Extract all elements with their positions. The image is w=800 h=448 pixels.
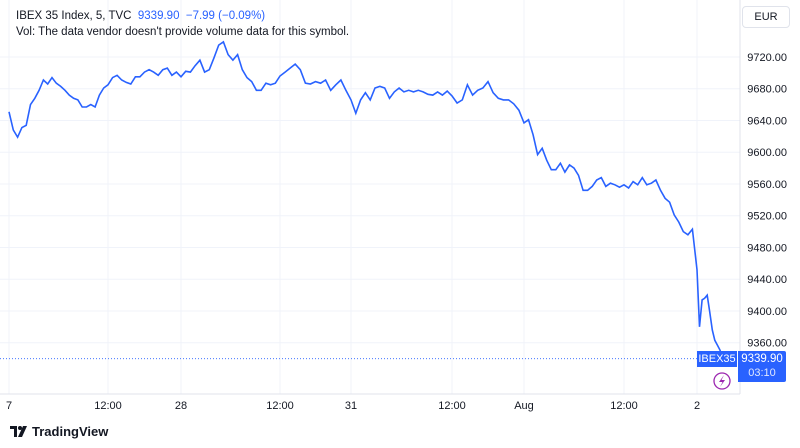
price-tick-label: 9480.00	[747, 242, 787, 254]
time-tick-label: 12:00	[94, 400, 122, 412]
price-tick-label: 9440.00	[747, 274, 787, 286]
brand-name: TradingView	[32, 424, 109, 439]
time-tick-label: 28	[175, 400, 187, 412]
tradingview-logo[interactable]: TradingView	[10, 424, 108, 439]
price-axis[interactable]: 9720.00 9680.00 9640.00 9600.00 9560.00 9520.…	[747, 52, 787, 350]
alert-icon[interactable]	[713, 372, 731, 390]
price-tick-label: 9640.00	[747, 115, 787, 127]
price-change: −7.99 (−0.09%)	[185, 10, 266, 22]
price-line	[8, 40, 726, 360]
time-tick-label: 12:00	[438, 400, 466, 412]
symbol-tag: IBEX35	[697, 351, 737, 367]
price-tick-label: 9360.00	[747, 338, 787, 350]
last-price-tag: 9339.90 03:10	[738, 351, 786, 382]
time-tick-label: Aug	[514, 400, 534, 412]
price-tick-label: 9720.00	[747, 52, 787, 64]
countdown: 03:10	[748, 367, 776, 379]
price-tick-label: 9400.00	[747, 306, 787, 318]
last-price-tag-value: 9339.90	[741, 353, 783, 365]
tradingview-logo-icon	[10, 425, 27, 437]
time-axis[interactable]: 7 12:00 28 12:00 31 12:00 Aug 12:00 2	[6, 400, 700, 412]
price-tick-label: 9560.00	[747, 179, 787, 191]
time-tick-label: 2	[694, 400, 700, 412]
time-tick-label: 12:00	[266, 400, 294, 412]
last-price: 9339.90	[137, 10, 180, 22]
price-tick-label: 9680.00	[747, 84, 787, 96]
symbol-title[interactable]: IBEX 35 Index, 5, TVC	[16, 10, 132, 22]
price-tick-label: 9600.00	[747, 147, 787, 159]
currency-button[interactable]: EUR	[742, 6, 790, 28]
price-tick-label: 9520.00	[747, 211, 787, 223]
grid	[0, 0, 740, 394]
time-tick-label: 12:00	[610, 400, 638, 412]
chart-legend: IBEX 35 Index, 5, TVC 9339.90 −7.99 (−0.…	[16, 8, 349, 40]
time-tick-label: 31	[345, 400, 357, 412]
volume-note: Vol: The data vendor doesn't provide vol…	[16, 26, 350, 38]
time-tick-label: 7	[6, 400, 12, 412]
